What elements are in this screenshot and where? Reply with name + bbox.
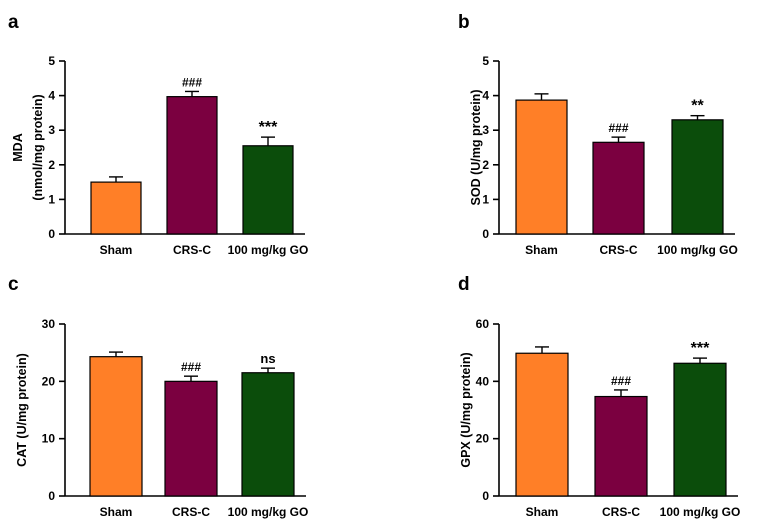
y-tick-label: 3 xyxy=(482,123,489,137)
y-tick-label: 0 xyxy=(482,227,489,241)
significance-label: ### xyxy=(608,121,628,135)
significance-label: ns xyxy=(260,351,275,366)
y-tick-label: 1 xyxy=(482,192,489,206)
chart-panel-c: c 0 10 20 30 CAT (U/mg protein) Sham CRS-C ### 10… xyxy=(8,274,308,519)
y-tick-label: 30 xyxy=(42,317,56,331)
category-label: CRS-C xyxy=(172,505,210,519)
bar-2 xyxy=(592,141,645,235)
y-tick-label: 0 xyxy=(48,489,55,503)
y-tick-label: 0 xyxy=(482,489,489,503)
y-tick-label: 0 xyxy=(48,227,55,241)
y-tick-label: 20 xyxy=(476,432,490,446)
y-tick-label: 60 xyxy=(476,317,490,331)
y-tick-label: 5 xyxy=(482,54,489,68)
y-tick-label: 3 xyxy=(48,123,55,137)
category-label: CRS-C xyxy=(600,243,638,257)
category-label: 100 mg/kg GO xyxy=(228,243,309,257)
y-tick-label: 10 xyxy=(42,432,56,446)
bar-1 xyxy=(89,356,143,497)
category-label: 100 mg/kg GO xyxy=(228,505,309,519)
panel-letter: b xyxy=(458,12,470,33)
panel-letter: d xyxy=(458,274,470,295)
bar-1 xyxy=(90,181,142,235)
chart-panel-b: b 0 1 2 3 4 5 SOD (U/mg protein) Sham CRS-C ### 100… xyxy=(458,12,738,257)
y-axis-label: MDA xyxy=(11,133,25,161)
panel-letter: a xyxy=(8,12,19,33)
bar-1 xyxy=(515,99,568,235)
y-axis-label: GPX (U/mg protein) xyxy=(459,352,473,467)
bar-2 xyxy=(166,96,218,235)
y-tick-label: 20 xyxy=(42,374,56,388)
bar-3 xyxy=(673,362,727,497)
category-label: Sham xyxy=(525,243,558,257)
category-label: CRS-C xyxy=(173,243,211,257)
y-axis-unit-label: (nmol/mg protein) xyxy=(31,94,45,200)
y-tick-label: 2 xyxy=(482,158,489,172)
y-tick-label: 2 xyxy=(48,158,55,172)
y-axis-label: CAT (U/mg protein) xyxy=(15,353,29,467)
y-tick-label: 4 xyxy=(48,89,55,103)
bar-3 xyxy=(241,372,295,497)
chart-panel-a: a 0 1 2 3 4 5 MDA (nmol/mg protein) Sham CRS-C ### 1… xyxy=(8,12,308,257)
significance-label: ### xyxy=(611,374,631,388)
category-label: Sham xyxy=(100,243,133,257)
category-label: 100 mg/kg GO xyxy=(657,243,738,257)
y-tick-label: 4 xyxy=(482,89,489,103)
y-tick-label: 40 xyxy=(476,374,490,388)
bar-2 xyxy=(594,395,648,497)
category-label: 100 mg/kg GO xyxy=(660,505,741,519)
bar-3 xyxy=(671,119,724,235)
category-label: Sham xyxy=(100,505,133,519)
significance-label: *** xyxy=(259,119,278,136)
significance-label: ** xyxy=(691,98,704,115)
bar-1 xyxy=(515,352,569,497)
category-label: CRS-C xyxy=(602,505,640,519)
y-tick-label: 5 xyxy=(48,54,55,68)
y-tick-label: 1 xyxy=(48,192,55,206)
significance-label: *** xyxy=(691,340,710,357)
significance-label: ### xyxy=(181,360,201,374)
category-label: Sham xyxy=(526,505,559,519)
bar-3 xyxy=(242,145,294,235)
y-axis-label: SOD (U/mg protein) xyxy=(469,90,483,206)
chart-panel-d: d 0 20 40 60 GPX (U/mg protein) Sham CRS-C ### 10… xyxy=(458,274,740,519)
significance-label: ### xyxy=(182,75,202,89)
panel-letter: c xyxy=(8,274,19,295)
bar-2 xyxy=(164,380,218,497)
